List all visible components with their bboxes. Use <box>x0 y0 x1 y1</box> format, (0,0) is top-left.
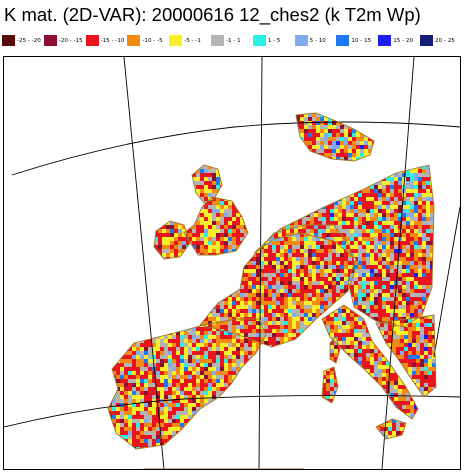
legend-swatch <box>169 35 183 46</box>
legend-label: 10 - 15 <box>351 38 372 44</box>
iberia-land <box>108 319 266 449</box>
legend-swatch <box>211 35 224 46</box>
legend-swatch <box>420 35 433 46</box>
graticule-line <box>4 394 460 428</box>
graticule-line <box>381 57 415 469</box>
legend-label: -25 - -20 <box>17 38 41 44</box>
legend-label: 5 - 10 <box>309 38 326 44</box>
legend-item: 5 - 10 <box>294 34 337 48</box>
map-panel <box>3 56 461 470</box>
legend-label: -5 - -1 <box>184 38 201 44</box>
legend-item: -15 - -10 <box>85 34 128 48</box>
color-legend: -25 - -20 -20 - -15 -15 - -10 -10 - -5 -5 - … <box>2 34 463 48</box>
legend-item: -10 - -5 <box>127 34 169 48</box>
graticule-line <box>258 57 263 469</box>
legend-label: 20 - 25 <box>435 38 455 44</box>
legend-item: -20 - -15 <box>43 34 86 48</box>
legend-swatch <box>85 35 99 46</box>
legend-swatch <box>252 35 266 46</box>
legend-swatch <box>43 35 57 46</box>
europe-map <box>4 57 460 469</box>
legend-label: 1 - 5 <box>267 38 281 44</box>
legend-swatch <box>127 35 141 46</box>
legend-item: 20 - 25 <box>420 34 462 48</box>
legend-swatch <box>294 35 308 46</box>
legend-label: -10 - -5 <box>142 38 163 44</box>
legend-item: 10 - 15 <box>336 34 378 48</box>
legend-label: 15 - 20 <box>393 38 413 44</box>
legend-swatch <box>336 35 350 46</box>
sardinia-land <box>322 367 338 403</box>
legend-item: -25 - -20 <box>2 34 44 48</box>
scandinavia-land <box>296 113 374 161</box>
legend-label: -1 - 1 <box>226 38 241 44</box>
legend-label: -15 - -10 <box>100 38 125 44</box>
legend-swatch <box>378 35 392 46</box>
legend-swatch <box>2 35 15 46</box>
graticule-line <box>123 57 165 469</box>
legend-item: -5 - -1 <box>169 34 211 48</box>
map-title: K mat. (2D-VAR): 20000616 12_ches2 (k T2… <box>4 4 421 25</box>
legend-label: -20 - -15 <box>58 38 83 44</box>
graticule-line <box>11 121 460 176</box>
legend-item: 15 - 20 <box>378 34 420 48</box>
legend-item: 1 - 5 <box>252 34 295 48</box>
legend-item: -1 - 1 <box>211 34 253 48</box>
graticule-line <box>433 206 460 358</box>
